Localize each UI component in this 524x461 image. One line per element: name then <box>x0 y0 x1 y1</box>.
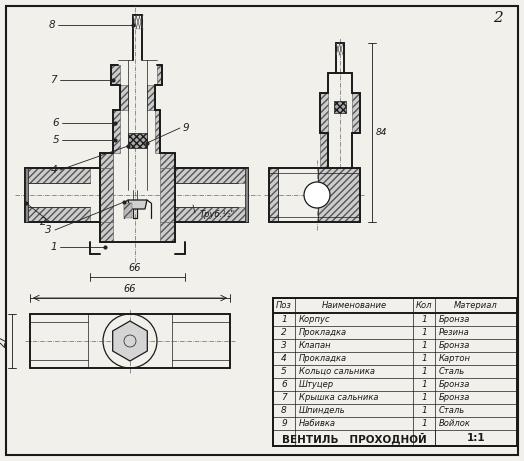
Bar <box>100 153 113 168</box>
Text: 6: 6 <box>281 380 287 389</box>
Text: 1:1: 1:1 <box>467 433 485 443</box>
Bar <box>128 133 147 148</box>
Text: Труб.½": Труб.½" <box>200 211 235 219</box>
Text: Поз: Поз <box>276 301 292 310</box>
Text: 9: 9 <box>183 123 190 133</box>
Bar <box>100 153 113 222</box>
Text: 1: 1 <box>421 315 427 324</box>
Text: 4: 4 <box>281 354 287 363</box>
Bar <box>175 168 248 183</box>
Text: Штуцер: Штуцер <box>299 380 334 389</box>
Bar <box>245 168 248 222</box>
Text: 4: 4 <box>50 165 57 175</box>
Text: 1: 1 <box>421 380 427 389</box>
Text: Бронза: Бронза <box>439 393 471 402</box>
Circle shape <box>304 182 330 208</box>
Text: Войлок: Войлок <box>439 419 471 428</box>
Bar <box>147 85 155 110</box>
Bar <box>124 203 132 218</box>
Bar <box>320 133 328 168</box>
Text: 27: 27 <box>0 335 8 347</box>
Bar <box>25 207 90 222</box>
Bar <box>157 65 162 85</box>
Text: 5: 5 <box>281 367 287 376</box>
Text: Сталь: Сталь <box>439 367 465 376</box>
Text: 2: 2 <box>40 217 47 227</box>
Polygon shape <box>128 200 147 209</box>
Text: Материал: Материал <box>454 301 498 310</box>
Text: 1: 1 <box>421 341 427 350</box>
Text: Кольцо сальника: Кольцо сальника <box>299 367 375 376</box>
Text: ВЕНТИЛЬ   ПРОХОДНОЙ: ВЕНТИЛЬ ПРОХОДНОЙ <box>281 432 427 444</box>
Text: 1: 1 <box>421 393 427 402</box>
Text: 1: 1 <box>281 315 287 324</box>
Text: Резина: Резина <box>439 328 470 337</box>
Bar <box>100 222 113 242</box>
Bar <box>334 101 346 113</box>
Text: Клапан: Клапан <box>299 341 332 350</box>
Bar <box>269 168 278 222</box>
Bar <box>120 85 128 110</box>
Bar <box>113 110 120 153</box>
Bar <box>320 93 328 133</box>
Text: Прокладка: Прокладка <box>299 354 347 363</box>
Text: 5: 5 <box>52 135 59 145</box>
Bar <box>25 168 28 222</box>
Text: Корпус: Корпус <box>299 315 331 324</box>
Bar <box>160 222 175 242</box>
Text: Бронза: Бронза <box>439 380 471 389</box>
Bar <box>175 207 248 222</box>
Text: 1: 1 <box>421 354 427 363</box>
Bar <box>100 168 113 222</box>
Text: 84: 84 <box>376 128 388 137</box>
Text: Бронза: Бронза <box>439 315 471 324</box>
Text: 3: 3 <box>281 341 287 350</box>
Text: 1: 1 <box>421 419 427 428</box>
Text: Наименование: Наименование <box>321 301 387 310</box>
Text: Набивка: Набивка <box>299 419 336 428</box>
Polygon shape <box>113 321 147 361</box>
Bar <box>160 168 175 222</box>
Text: 2: 2 <box>493 11 503 25</box>
Text: Картон: Картон <box>439 354 471 363</box>
Text: Кол: Кол <box>416 301 432 310</box>
Text: Прокладка: Прокладка <box>299 328 347 337</box>
Text: 66: 66 <box>129 263 141 273</box>
Bar <box>352 93 360 133</box>
Text: 7: 7 <box>281 393 287 402</box>
Text: 1: 1 <box>421 367 427 376</box>
Text: 3: 3 <box>46 225 52 235</box>
Text: 8: 8 <box>48 20 55 30</box>
Text: Бронза: Бронза <box>439 341 471 350</box>
Bar <box>111 65 120 85</box>
Text: 1: 1 <box>421 328 427 337</box>
Text: 9: 9 <box>281 419 287 428</box>
Text: 2: 2 <box>281 328 287 337</box>
Bar <box>318 168 360 222</box>
Text: Крышка сальника: Крышка сальника <box>299 393 378 402</box>
Bar <box>273 298 517 446</box>
Bar <box>160 153 175 168</box>
Text: 7: 7 <box>50 75 57 85</box>
Text: 1: 1 <box>50 242 57 252</box>
Text: 8: 8 <box>281 406 287 415</box>
Bar <box>155 110 160 153</box>
Text: 66: 66 <box>124 284 136 294</box>
Text: Сталь: Сталь <box>439 406 465 415</box>
Bar <box>25 168 90 183</box>
Text: 1: 1 <box>421 406 427 415</box>
Text: Шпиндель: Шпиндель <box>299 406 346 415</box>
Text: 6: 6 <box>52 118 59 128</box>
